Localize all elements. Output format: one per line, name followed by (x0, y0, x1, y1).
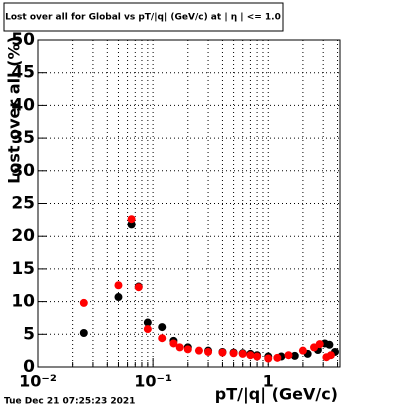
point (169, 339, 178, 348)
point (238, 349, 247, 358)
point (204, 347, 213, 356)
y-tick-label: 15 (11, 259, 35, 279)
y-tick-label: 10 (11, 292, 35, 312)
point (114, 293, 123, 302)
x-tick-label: 10⁻¹ (134, 372, 172, 391)
point (143, 325, 152, 334)
y-tick-label: 5 (23, 324, 35, 344)
point (127, 215, 136, 224)
point (158, 323, 167, 332)
point (114, 281, 123, 290)
point (298, 346, 307, 355)
y-tick-label: 20 (11, 226, 35, 246)
point (253, 352, 262, 361)
y-tick-label: 25 (11, 194, 35, 214)
point (315, 340, 324, 349)
point (79, 328, 88, 337)
y-tick-label: 45 (11, 63, 35, 83)
point (246, 351, 255, 360)
y-axis-label: Lost over all (%) (5, 36, 24, 184)
title-box (3, 2, 284, 32)
timestamp: Tue Dec 21 07:25:23 2021 (4, 397, 135, 407)
y-tick-label: 40 (11, 95, 35, 115)
point (158, 334, 167, 343)
chart-title: Lost over all for Global vs pT/|q| (GeV/… (5, 13, 281, 23)
point (79, 298, 88, 307)
point (134, 283, 143, 292)
point (229, 349, 238, 358)
point (175, 343, 184, 352)
y-tick-label: 35 (11, 128, 35, 148)
point (194, 346, 203, 355)
point (290, 351, 299, 360)
y-tick-label: 30 (11, 161, 35, 181)
point (264, 354, 273, 363)
point (183, 345, 192, 354)
y-tick-label: 0 (23, 357, 35, 377)
point (284, 351, 293, 360)
x-tick-label: 10⁻² (19, 372, 57, 391)
point (326, 351, 335, 360)
point (273, 353, 282, 362)
x-axis-label: pT/|q| (GeV/c) (215, 385, 338, 405)
point (218, 348, 227, 357)
y-tick-label: 50 (11, 30, 35, 50)
point (325, 340, 334, 349)
x-tick-label: 1 (263, 372, 274, 391)
point (143, 318, 152, 327)
